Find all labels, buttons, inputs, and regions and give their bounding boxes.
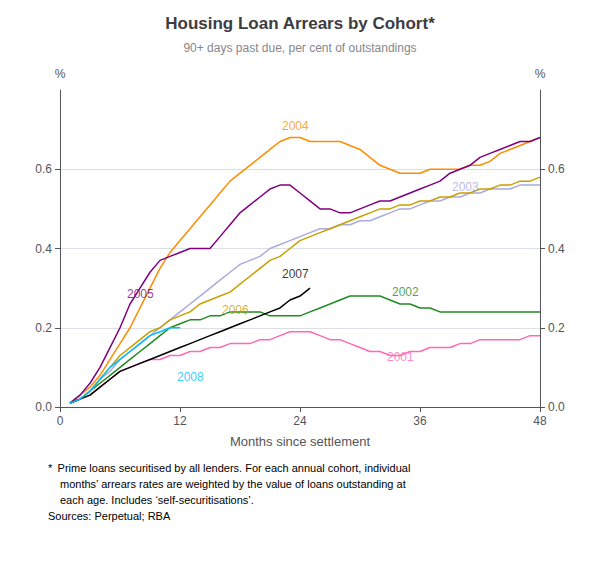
svg-text:2008: 2008 [177, 370, 204, 384]
svg-text:2004: 2004 [282, 119, 309, 133]
svg-text:0.6: 0.6 [548, 162, 565, 176]
svg-text:0.2: 0.2 [548, 321, 565, 335]
svg-text:Months since settlement: Months since settlement [230, 434, 371, 449]
svg-text:0.0: 0.0 [35, 400, 52, 414]
svg-text:months’ arrears rates are weig: months’ arrears rates are weighted by th… [60, 478, 406, 490]
svg-text:0.0: 0.0 [548, 400, 565, 414]
svg-text:24: 24 [293, 414, 307, 428]
svg-text:0.2: 0.2 [35, 321, 52, 335]
svg-text:0: 0 [57, 414, 64, 428]
svg-text:0.4: 0.4 [35, 242, 52, 256]
svg-text:2003: 2003 [452, 180, 479, 194]
svg-text:36: 36 [413, 414, 427, 428]
svg-text:2005: 2005 [127, 287, 154, 301]
svg-text:%: % [535, 67, 546, 81]
svg-text:90+ days past due, per cent of: 90+ days past due, per cent of outstandi… [183, 41, 416, 55]
svg-text:0.6: 0.6 [35, 162, 52, 176]
svg-text:2002: 2002 [392, 285, 419, 299]
svg-text:%: % [55, 67, 66, 81]
svg-text:* Prime loans securitised by: * Prime loans securitised by all lenders… [48, 462, 410, 474]
svg-text:each age. Includes ‘self-secur: each age. Includes ‘self-securitisations… [60, 494, 254, 506]
svg-text:Housing Loan Arrears by Cohort: Housing Loan Arrears by Cohort* [165, 14, 435, 33]
svg-text:2007: 2007 [282, 267, 309, 281]
svg-text:Sources: Perpetual; RBA: Sources: Perpetual; RBA [48, 510, 171, 522]
svg-text:12: 12 [173, 414, 187, 428]
svg-text:2001: 2001 [387, 350, 414, 364]
svg-text:0.4: 0.4 [548, 242, 565, 256]
svg-text:2006: 2006 [222, 303, 249, 317]
svg-text:48: 48 [533, 414, 547, 428]
